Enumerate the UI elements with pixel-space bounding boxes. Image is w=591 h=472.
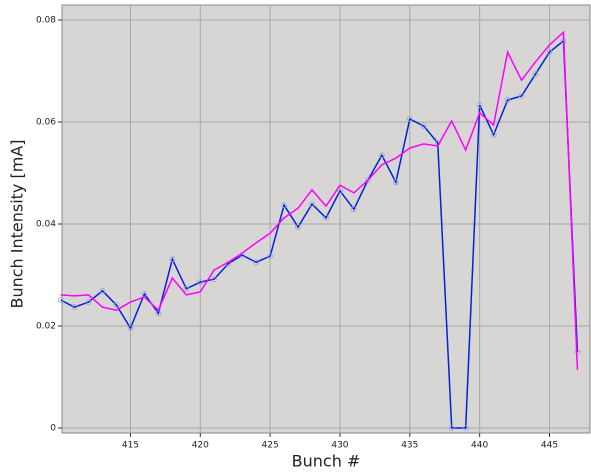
point: [127, 325, 134, 331]
x-tick-label: 425: [262, 441, 279, 451]
x-tick-label: 415: [122, 441, 139, 451]
point: [197, 279, 204, 286]
point: [546, 49, 553, 56]
x-tick-label: 435: [401, 441, 418, 451]
series-line: [60, 39, 579, 429]
point: [392, 179, 399, 186]
point: [420, 123, 427, 129]
point: [323, 214, 329, 221]
x-tick-label: 420: [192, 441, 209, 451]
point: [267, 253, 274, 260]
point: [462, 425, 469, 431]
y-tick-label: 0.02: [36, 322, 56, 332]
y-tick-label: 0: [50, 424, 56, 434]
point: [309, 201, 315, 208]
point: [253, 259, 260, 266]
x-tick-label: 445: [541, 441, 558, 451]
point: [378, 152, 385, 159]
point: [532, 71, 539, 77]
point: [183, 285, 190, 292]
point: [337, 187, 343, 194]
point: [504, 97, 511, 103]
point: [57, 297, 64, 303]
point: [169, 256, 176, 263]
series-line: [60, 30, 579, 370]
x-tick-label: 430: [331, 441, 348, 451]
point: [476, 102, 483, 109]
point: [518, 93, 525, 99]
y-tick-label: 0.06: [36, 117, 56, 127]
point: [281, 202, 287, 209]
point: [113, 302, 120, 308]
point: [448, 425, 455, 431]
y-axis-title: Bunch Intensity [mA]: [8, 139, 27, 308]
point: [490, 131, 497, 138]
point: [85, 299, 92, 305]
x-axis-title: Bunch #: [292, 452, 361, 471]
plot-area: [61, 4, 591, 434]
point: [351, 206, 357, 213]
x-tick-label: 440: [471, 441, 488, 451]
y-tick-label: 0.04: [36, 219, 56, 229]
point: [99, 287, 106, 294]
point: [365, 177, 371, 184]
y-tick-label: 0.08: [36, 15, 56, 25]
point: [406, 116, 413, 122]
point: [295, 224, 301, 230]
point: [71, 304, 78, 311]
point: [211, 276, 218, 282]
